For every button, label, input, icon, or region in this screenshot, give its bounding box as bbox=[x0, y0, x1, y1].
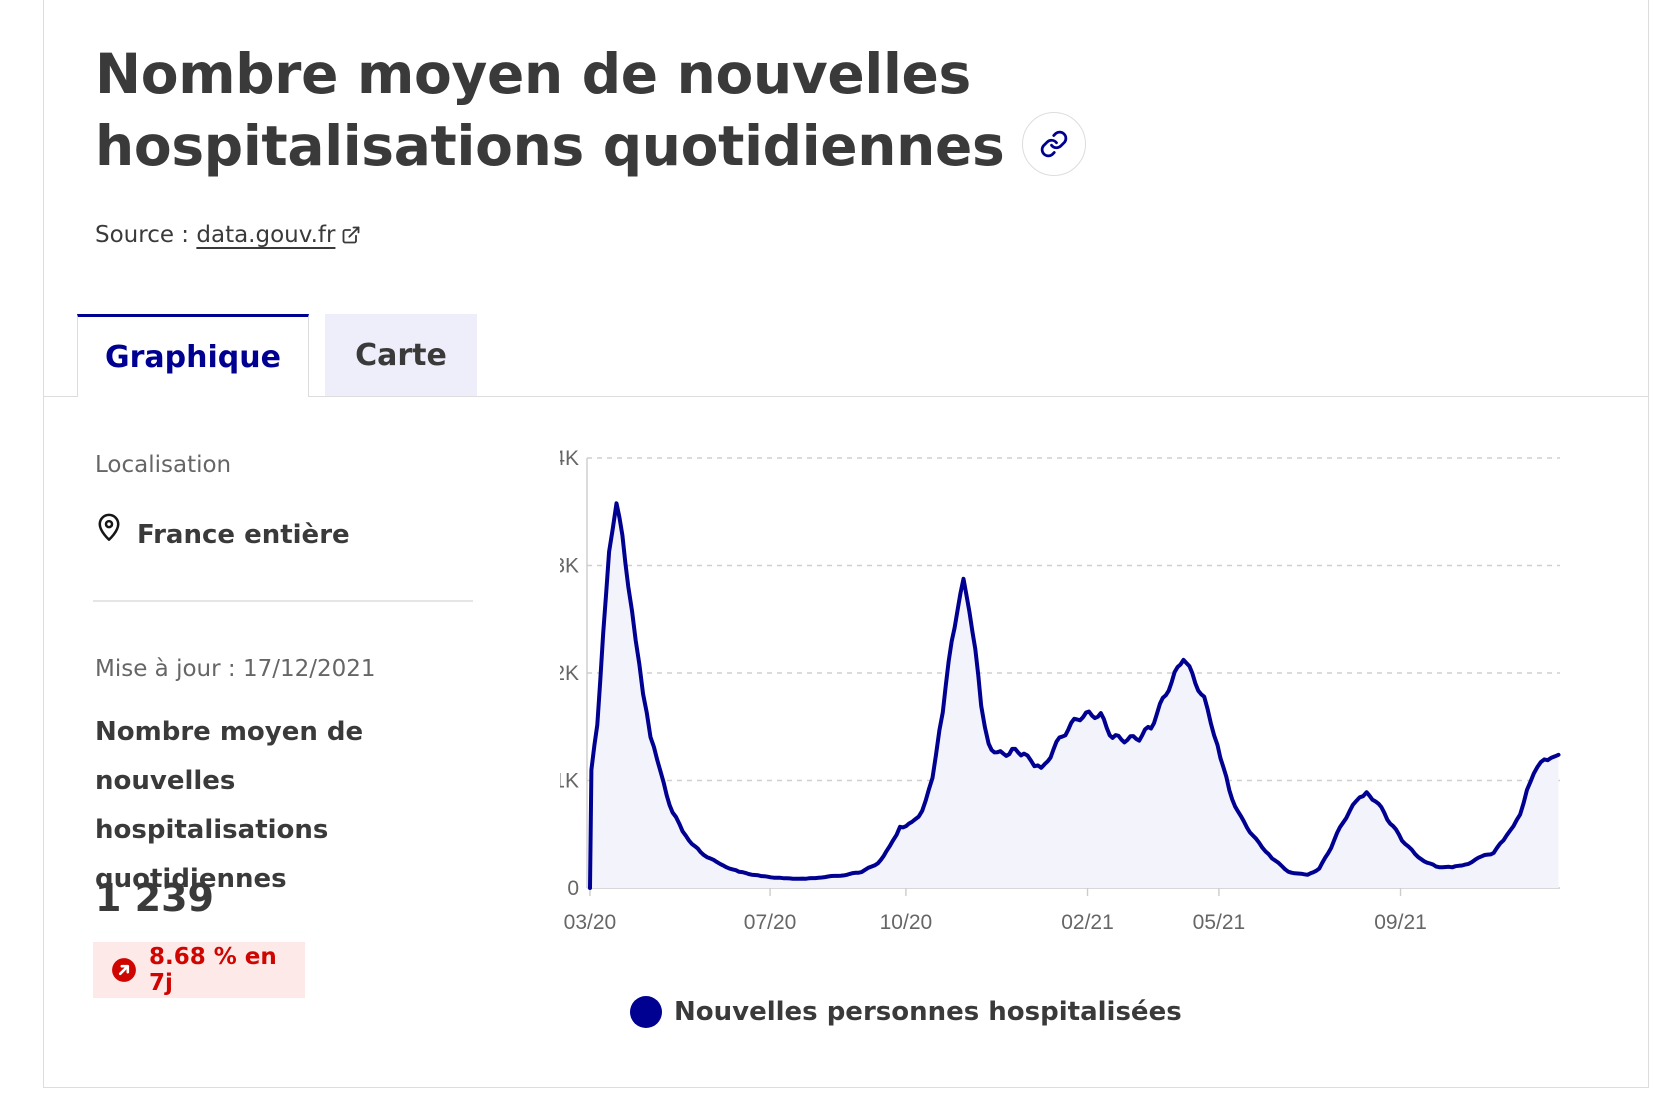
x-tick-label: 02/21 bbox=[1061, 911, 1114, 934]
link-icon bbox=[1041, 130, 1068, 158]
series-line bbox=[588, 501, 1561, 890]
trend-text: 8.68 % en 7j bbox=[149, 944, 277, 996]
map-pin-icon bbox=[98, 513, 120, 541]
update-date: Mise à jour : 17/12/2021 bbox=[95, 656, 376, 682]
arrow-up-right-circle-icon bbox=[111, 957, 137, 983]
source-line: Source : data.gouv.fr bbox=[95, 222, 361, 248]
x-tick-label: 07/20 bbox=[744, 911, 797, 934]
y-tick-label: 4K bbox=[560, 447, 579, 470]
x-tick-label: 05/21 bbox=[1193, 911, 1246, 934]
sidebar-divider bbox=[93, 600, 473, 602]
tabs-divider bbox=[43, 396, 1649, 397]
location-label: Localisation bbox=[95, 452, 232, 478]
trend-badge: 8.68 % en 7j bbox=[93, 942, 305, 998]
chart-legend: Nouvelles personnes hospitalisées bbox=[630, 996, 1182, 1028]
location-value: France entière bbox=[137, 520, 350, 550]
hospitalisations-chart: 0 1K 2K 3K 4K 03/20 07/20 10/20 02/21 05/21 09/21 bbox=[560, 447, 1561, 934]
indicator-card bbox=[43, 0, 1649, 1088]
indicator-title: Nombre moyen de nouvelles hospitalisatio… bbox=[95, 717, 364, 894]
page-title: Nombre moyen de nouvelles hospitalisatio… bbox=[95, 38, 1455, 182]
source-prefix: Source : bbox=[95, 222, 197, 248]
x-tick-label: 10/20 bbox=[880, 911, 933, 934]
series-area bbox=[590, 503, 1559, 888]
tab-carte[interactable]: Carte bbox=[325, 314, 477, 396]
external-link-icon bbox=[343, 226, 360, 244]
x-tick-label: 09/21 bbox=[1374, 911, 1427, 934]
legend-label: Nouvelles personnes hospitalisées bbox=[674, 997, 1182, 1027]
indicator-value: 1 239 bbox=[95, 876, 214, 920]
y-tick-label: 1K bbox=[560, 770, 579, 793]
location-selector[interactable]: France entière bbox=[95, 504, 350, 550]
tab-graphique[interactable]: Graphique bbox=[77, 314, 309, 397]
y-tick-label: 2K bbox=[560, 662, 579, 685]
copy-link-button[interactable] bbox=[1022, 111, 1087, 176]
y-tick-label: 0 bbox=[567, 877, 579, 900]
y-tick-label: 3K bbox=[560, 555, 579, 578]
legend-marker bbox=[630, 996, 662, 1028]
source-link[interactable]: data.gouv.fr bbox=[196, 222, 361, 248]
x-tick-label: 03/20 bbox=[564, 911, 617, 934]
